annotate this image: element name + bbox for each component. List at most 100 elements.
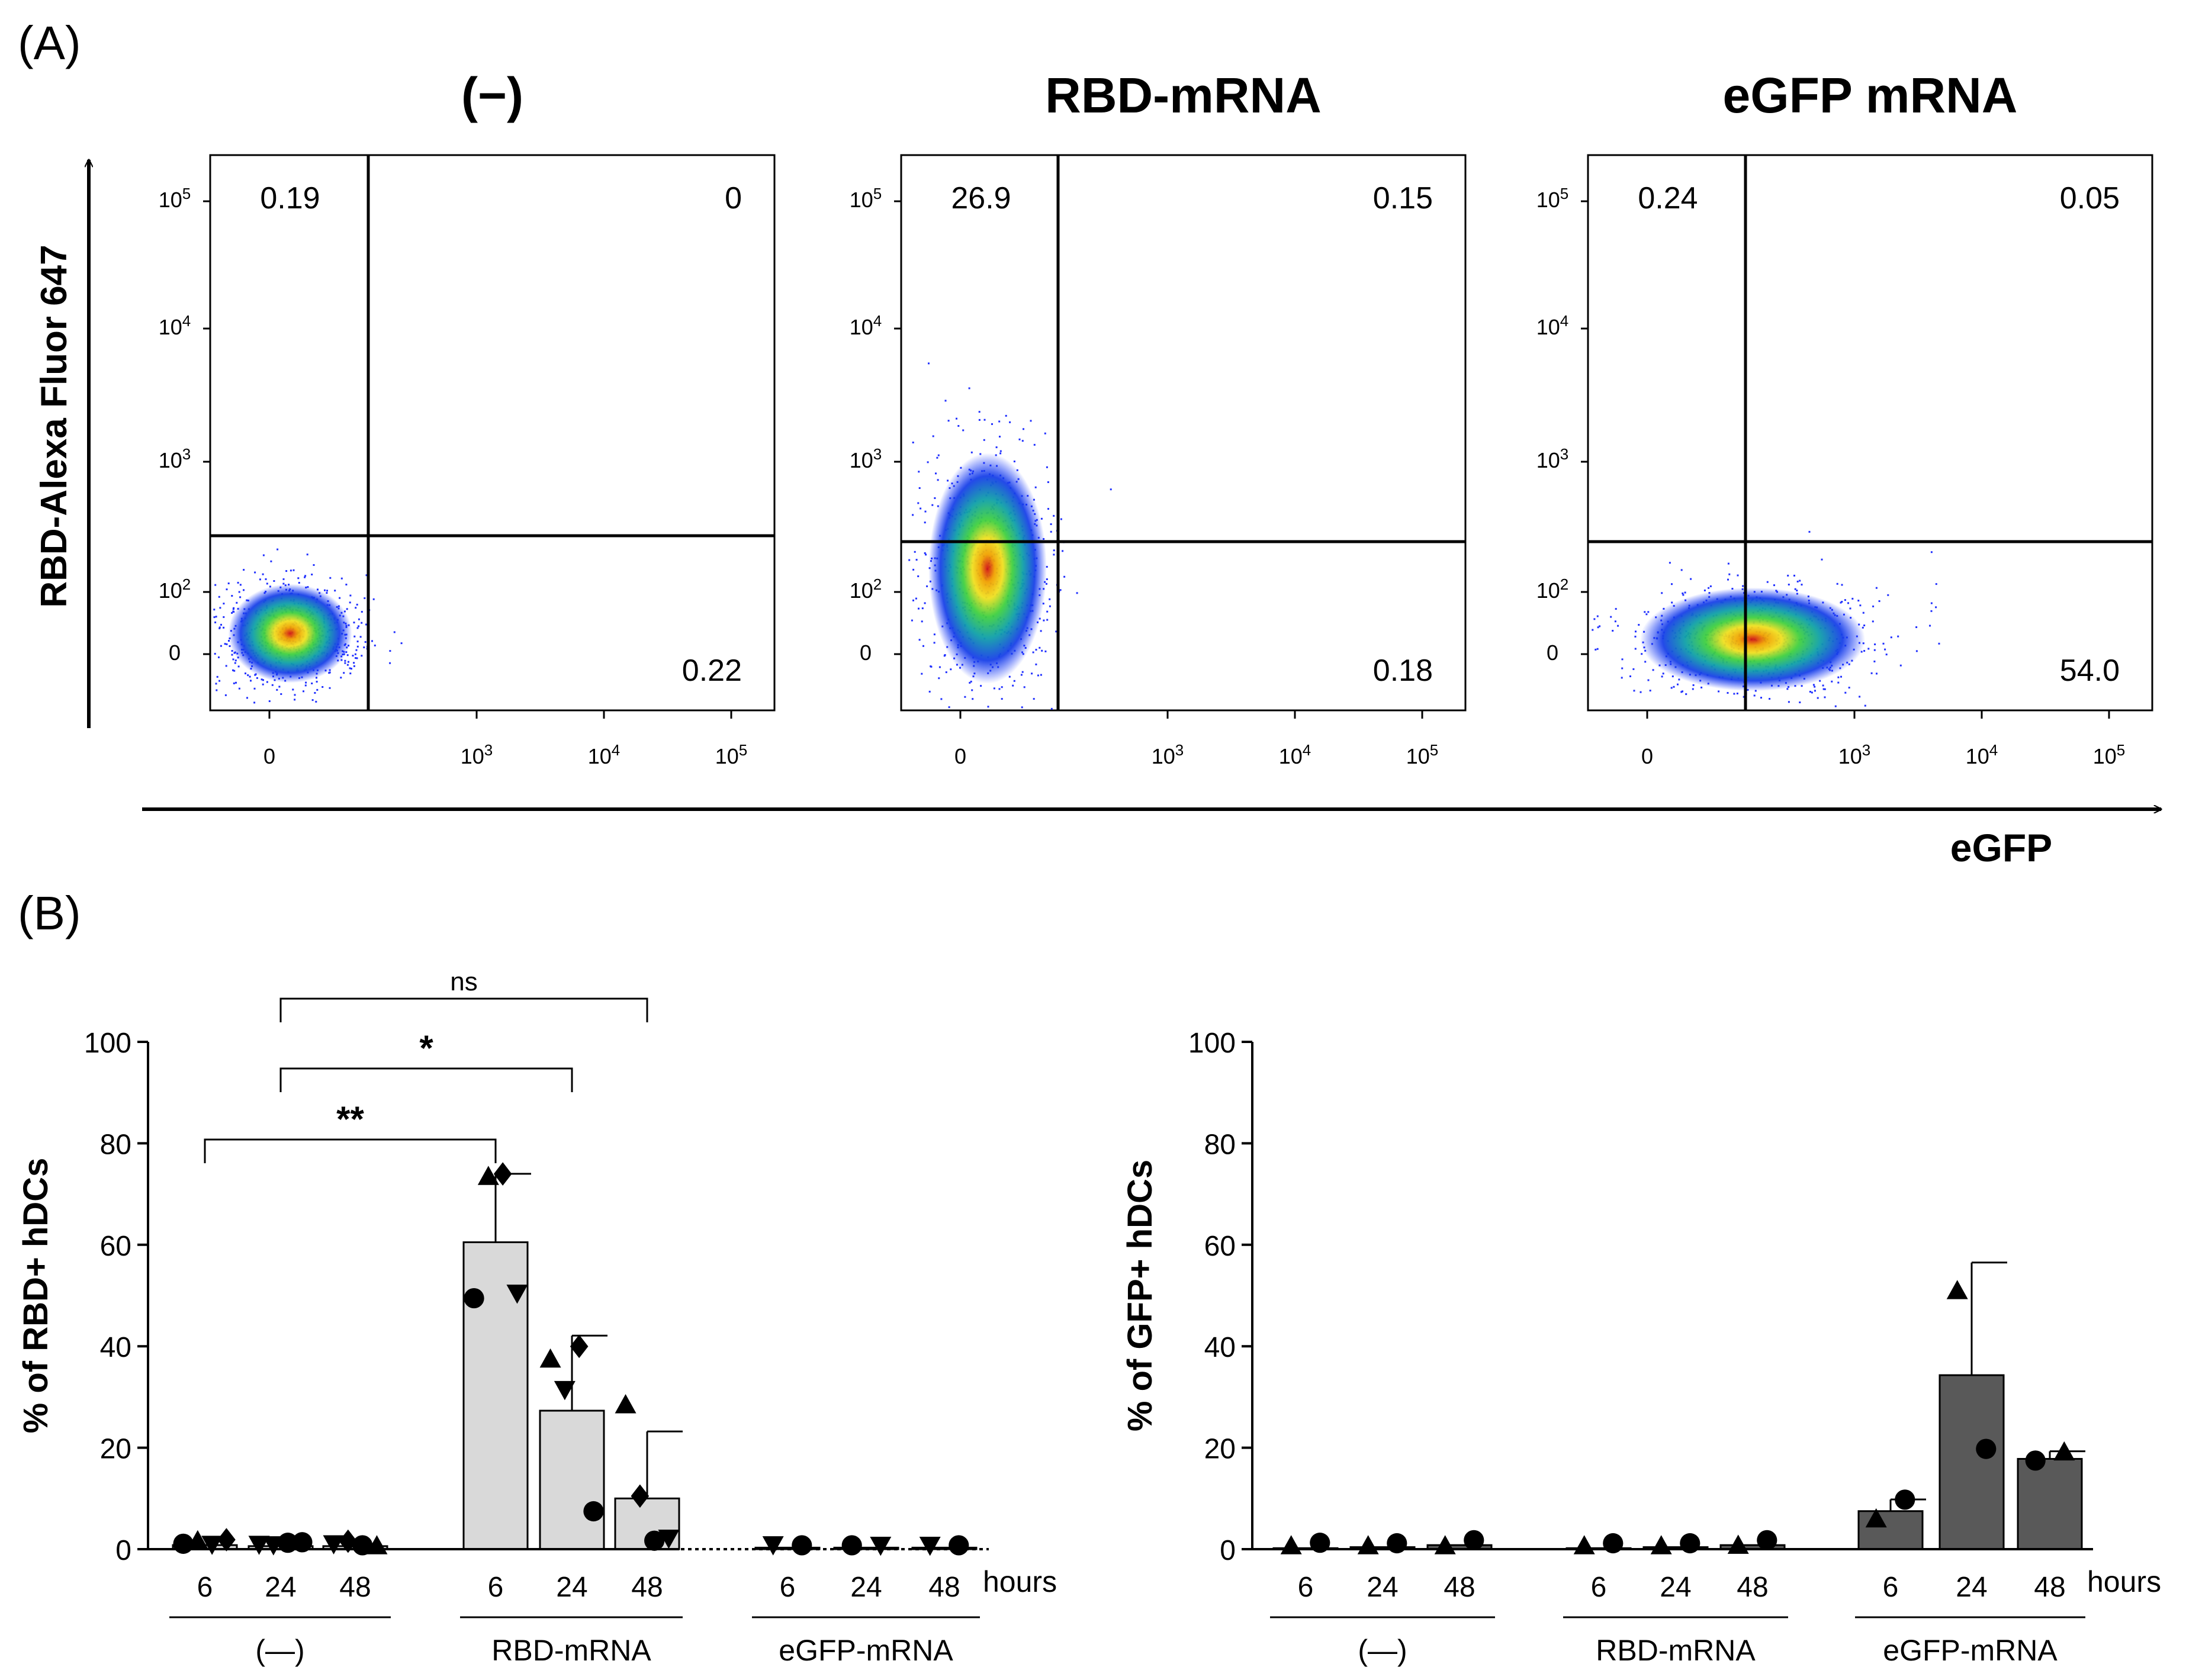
data-point-circle bbox=[1464, 1530, 1484, 1550]
data-point-triangle-up bbox=[1434, 1535, 1456, 1555]
data-point-triangle-up bbox=[187, 1530, 208, 1550]
significance-label: ns bbox=[450, 967, 477, 996]
y-tick-label: 0 bbox=[1220, 1535, 1236, 1566]
data-point-circle bbox=[1895, 1489, 1915, 1510]
quadrant-lower-right-value: 0.18 bbox=[1373, 654, 1433, 688]
data-point-circle bbox=[292, 1532, 313, 1553]
data-point-triangle-up bbox=[366, 1535, 388, 1555]
timepoint-label: 24 bbox=[1367, 1572, 1398, 1603]
timepoint-label: 24 bbox=[1660, 1572, 1691, 1603]
x-unit-label: hours bbox=[2087, 1565, 2161, 1598]
timepoint-label: 24 bbox=[1956, 1572, 1987, 1603]
data-point-triangle-up bbox=[1865, 1508, 1887, 1528]
flow-y-tick-label: 0 bbox=[1547, 641, 1558, 665]
group-label: eGFP-mRNA bbox=[779, 1634, 953, 1667]
y-tick-label: 40 bbox=[100, 1332, 131, 1363]
data-point-circle bbox=[1310, 1533, 1330, 1553]
timepoint-label: 48 bbox=[1444, 1572, 1475, 1603]
data-point-triangle-down bbox=[658, 1530, 680, 1549]
quadrant-upper-left-value: 0.24 bbox=[1638, 181, 1698, 215]
y-tick-label: 80 bbox=[100, 1129, 131, 1160]
data-point-diamond bbox=[339, 1529, 358, 1553]
flow-y-tick-label: 103 bbox=[1536, 445, 1569, 472]
flow-density-core bbox=[228, 584, 352, 683]
timepoint-label: 6 bbox=[488, 1572, 504, 1603]
flow-y-tick-label: 0 bbox=[169, 641, 181, 665]
x-unit-label: hours bbox=[983, 1565, 1057, 1598]
flow-plot-title: RBD-mRNA bbox=[1045, 67, 1322, 123]
data-point-triangle-up bbox=[1650, 1535, 1672, 1555]
y-axis-label: % of GFP+ hDCs bbox=[1121, 1160, 1159, 1431]
bar-chart-rbd: % of RBD+ hDCs 0 20 40 60 80 100 6 24 48 6 24 48 6 24 4… bbox=[17, 967, 1057, 1667]
timepoint-label: 6 bbox=[197, 1572, 213, 1603]
significance-label: ** bbox=[336, 1099, 364, 1139]
significance-bracket bbox=[279, 1067, 573, 1092]
y-tick-label: 0 bbox=[115, 1535, 131, 1566]
timepoint-label: 24 bbox=[265, 1572, 296, 1603]
flow-y-tick-label: 104 bbox=[1536, 312, 1569, 339]
data-point-circle bbox=[2025, 1450, 2046, 1471]
flow-y-tick-label: 105 bbox=[850, 185, 882, 212]
data-point-triangle-down bbox=[201, 1536, 223, 1555]
data-point-triangle-up bbox=[539, 1348, 561, 1368]
bar-7 bbox=[1857, 1510, 1924, 1550]
flow-x-tick-label: 103 bbox=[1152, 741, 1184, 768]
data-point-circle bbox=[352, 1535, 373, 1556]
flow-plot-title: eGFP mRNA bbox=[1723, 67, 2018, 123]
flow-x-tick-label: 105 bbox=[2093, 741, 2126, 768]
flow-x-tick-label: 104 bbox=[1966, 741, 1998, 768]
data-point-triangle-down bbox=[919, 1537, 941, 1556]
flow-plot-3: eGFP mRNA 0.24 0.05 54.0 105 104 103 102 0 0 103 10… bbox=[1536, 67, 2153, 768]
data-point-circle bbox=[644, 1530, 665, 1551]
flow-y-tick-label: 103 bbox=[850, 445, 882, 472]
y-tick-label: 20 bbox=[1204, 1434, 1236, 1465]
group-label: (—) bbox=[1358, 1634, 1407, 1667]
flow-x-tick-label: 0 bbox=[263, 744, 275, 768]
flow-y-tick-label: 103 bbox=[159, 445, 191, 472]
data-point-triangle-down bbox=[323, 1535, 345, 1555]
data-point-circle bbox=[1976, 1438, 1997, 1459]
timepoint-label: 6 bbox=[780, 1572, 796, 1603]
bar-8 bbox=[1939, 1374, 2005, 1550]
y-tick-label: 60 bbox=[1204, 1231, 1236, 1262]
flow-x-tick-label: 104 bbox=[588, 741, 621, 768]
y-tick-label: 80 bbox=[1204, 1129, 1236, 1160]
flow-y-tick-label: 0 bbox=[860, 641, 872, 665]
group-label: (—) bbox=[255, 1634, 304, 1667]
data-point-triangle-down bbox=[554, 1380, 576, 1401]
bar-chart-gfp: % of GFP+ hDCs 0 20 40 60 80 100 6 24 48 6 24 48 6 24 4… bbox=[1121, 1028, 2161, 1667]
panel-a-label: (A) bbox=[18, 17, 81, 69]
quadrant-lower-right-value: 0.22 bbox=[682, 654, 742, 688]
flow-y-tick-label: 105 bbox=[1536, 185, 1569, 212]
flow-x-tick-label: 104 bbox=[1279, 741, 1311, 768]
panel-b-label: (B) bbox=[18, 887, 81, 939]
flow-x-axis-label: eGFP bbox=[1950, 826, 2052, 870]
flow-y-tick-label: 102 bbox=[1536, 575, 1569, 603]
flow-x-tick-label: 103 bbox=[461, 741, 493, 768]
data-point-diamond bbox=[570, 1334, 589, 1359]
data-point-triangle-down bbox=[870, 1537, 892, 1556]
timepoint-label: 6 bbox=[1883, 1572, 1899, 1603]
timepoint-label: 6 bbox=[1591, 1572, 1607, 1603]
timepoint-label: 24 bbox=[850, 1572, 882, 1603]
data-point-circle bbox=[464, 1288, 484, 1309]
y-tick-label: 40 bbox=[1204, 1332, 1236, 1363]
flow-x-tick-label: 103 bbox=[1838, 741, 1871, 768]
quadrant-lower-right-value: 54.0 bbox=[2060, 654, 2120, 688]
y-axis-label: % of RBD+ hDCs bbox=[17, 1158, 55, 1434]
data-point-triangle-down bbox=[506, 1285, 528, 1304]
quadrant-upper-right-value: 0.05 bbox=[2060, 181, 2120, 215]
quadrant-upper-left-value: 26.9 bbox=[951, 181, 1011, 215]
flow-y-tick-label: 104 bbox=[159, 312, 191, 339]
flow-x-tick-label: 105 bbox=[1406, 741, 1439, 768]
flow-plot-title: (−) bbox=[461, 67, 523, 123]
bar-5 bbox=[539, 1409, 605, 1550]
timepoint-label: 48 bbox=[1737, 1572, 1768, 1603]
flow-plot-1: (−) 0.19 0 0.22 105 104 103 102 0 0 103 104 105 bbox=[159, 67, 776, 768]
data-point-circle bbox=[1680, 1533, 1700, 1554]
timepoint-label: 48 bbox=[928, 1572, 960, 1603]
data-point-circle bbox=[1603, 1533, 1624, 1554]
data-point-circle bbox=[841, 1535, 862, 1556]
data-point-circle bbox=[949, 1535, 969, 1556]
